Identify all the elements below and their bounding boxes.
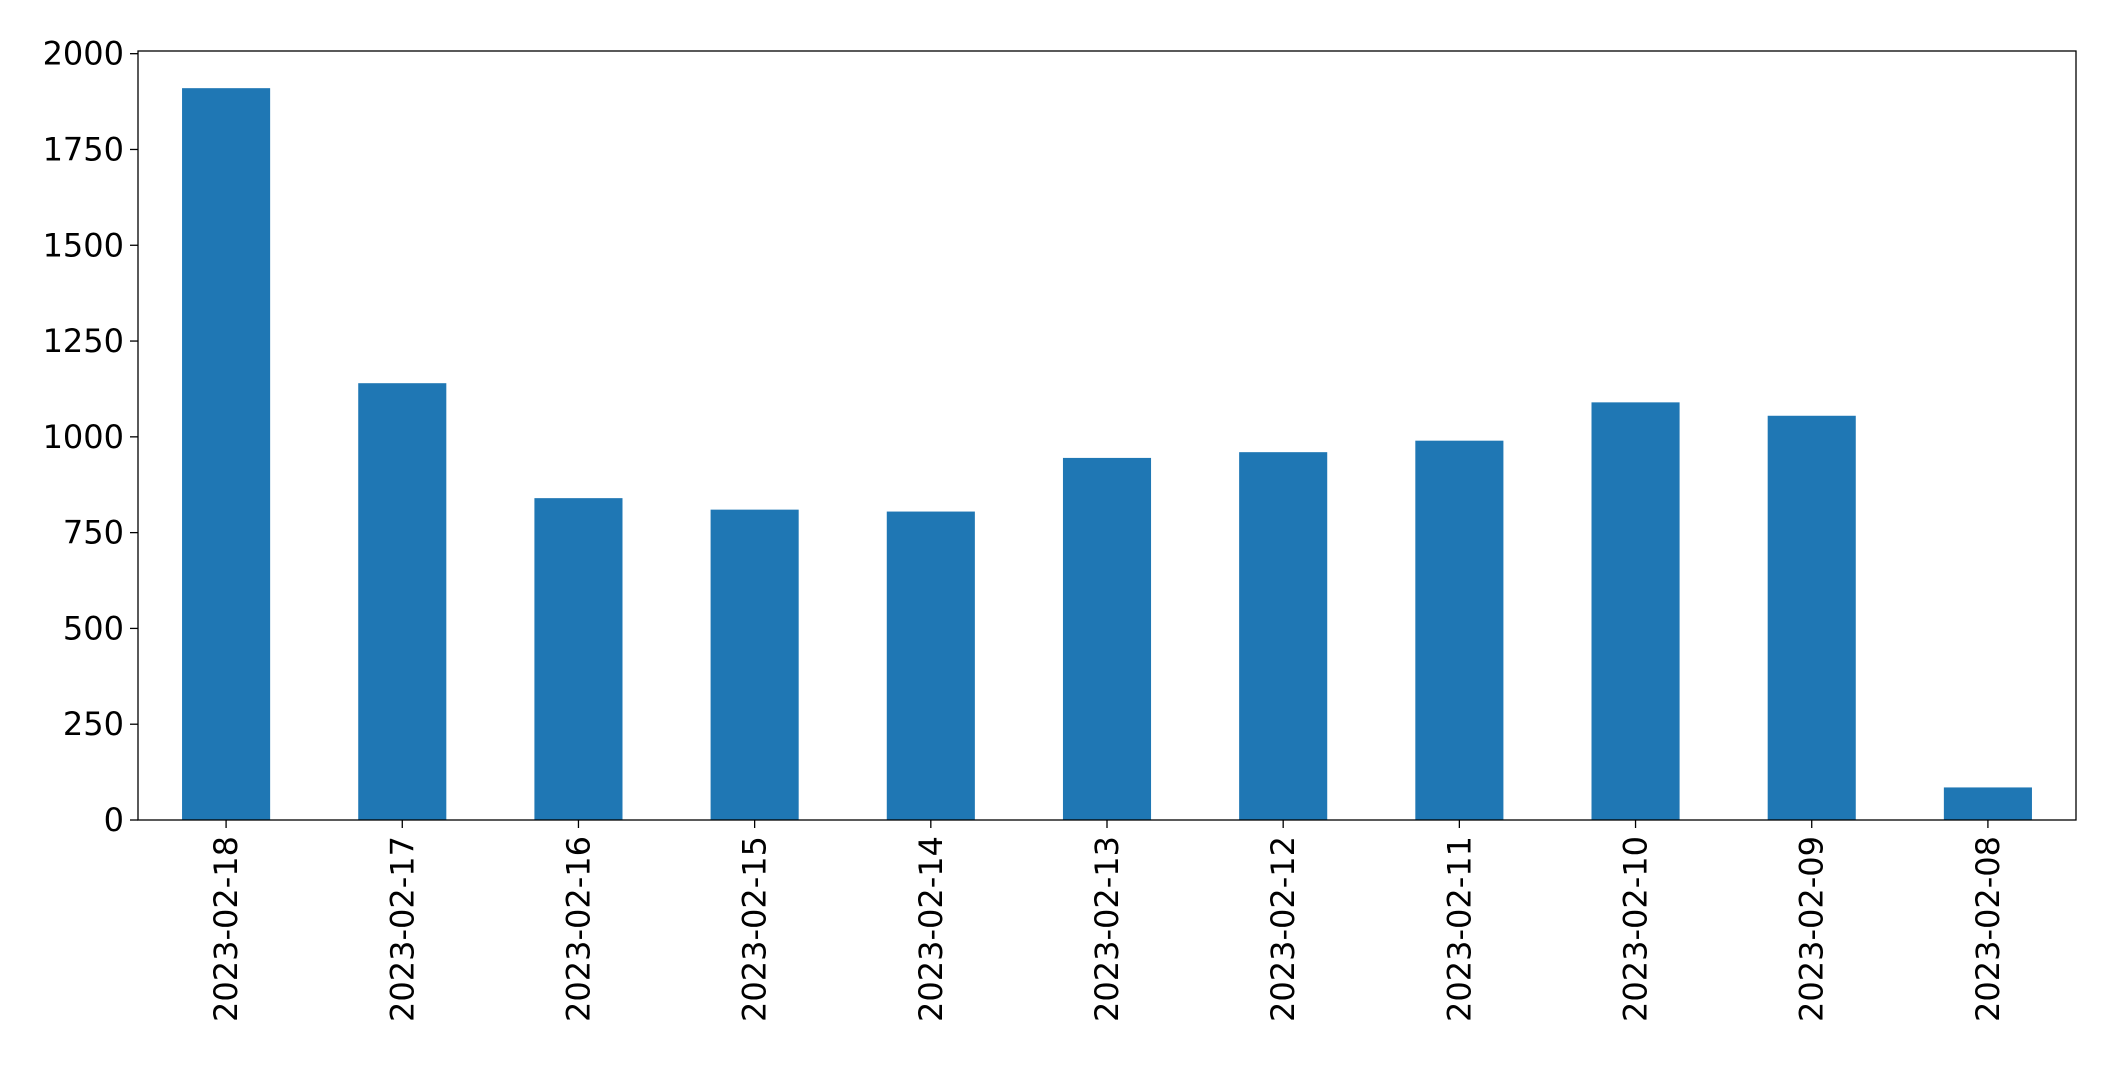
bar	[358, 383, 447, 820]
x-tick-label: 2023-02-13	[1088, 836, 1126, 1022]
bar	[710, 509, 799, 820]
y-tick-label: 1000	[43, 418, 124, 456]
bar	[886, 511, 975, 820]
x-tick-label: 2023-02-18	[207, 836, 245, 1022]
x-tick-label: 2023-02-09	[1793, 836, 1831, 1022]
bar	[1767, 415, 1856, 820]
bar	[1062, 457, 1152, 820]
y-tick-label: 750	[63, 514, 124, 552]
x-tick-label: 2023-02-16	[559, 836, 597, 1022]
x-tick-label: 2023-02-12	[1264, 836, 1302, 1022]
y-tick-label: 1500	[43, 226, 124, 264]
bar	[1591, 402, 1680, 820]
bar	[1943, 787, 2032, 820]
bar	[534, 498, 623, 820]
x-tick-label: 2023-02-11	[1440, 836, 1478, 1022]
x-tick-label: 2023-02-08	[1969, 836, 2007, 1022]
y-tick-label: 2000	[43, 35, 124, 73]
x-tick-label: 2023-02-10	[1617, 836, 1655, 1022]
bar	[1239, 452, 1328, 820]
y-tick-label: 1250	[43, 322, 124, 360]
x-tick-label: 2023-02-15	[736, 836, 774, 1022]
plot-frame	[137, 50, 2077, 821]
y-tick-label: 0	[104, 801, 124, 839]
bar	[182, 88, 271, 820]
y-tick-label: 500	[63, 609, 124, 647]
y-tick-label: 250	[63, 705, 124, 743]
y-tick-label: 1750	[43, 130, 124, 168]
bar	[1415, 440, 1504, 820]
x-tick-label: 2023-02-17	[383, 836, 421, 1022]
x-tick-label: 2023-02-14	[912, 836, 950, 1022]
